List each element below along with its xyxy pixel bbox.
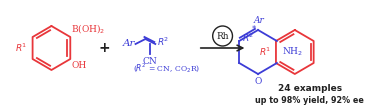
Text: up to 98% yield, 92% ee: up to 98% yield, 92% ee [255, 95, 364, 104]
Text: 24 examples: 24 examples [277, 83, 342, 93]
Text: $R^2$: $R^2$ [157, 36, 170, 48]
Text: NH$_2$: NH$_2$ [282, 46, 303, 58]
Text: Ar: Ar [254, 16, 264, 25]
Text: $R^2$: $R^2$ [242, 32, 254, 44]
Text: $R^1$: $R^1$ [259, 46, 271, 58]
Text: $R^1$: $R^1$ [15, 42, 28, 54]
Text: O: O [254, 77, 262, 86]
Text: CN: CN [143, 57, 158, 66]
Text: Rh: Rh [216, 31, 229, 40]
Text: ($R^2$ = CN, CO$_2$R): ($R^2$ = CN, CO$_2$R) [133, 61, 200, 75]
Text: +: + [98, 41, 110, 55]
Text: B(OH)$_2$: B(OH)$_2$ [71, 22, 105, 35]
Text: *: * [252, 25, 256, 34]
Text: OH: OH [71, 61, 87, 70]
Text: Ar: Ar [122, 38, 135, 48]
